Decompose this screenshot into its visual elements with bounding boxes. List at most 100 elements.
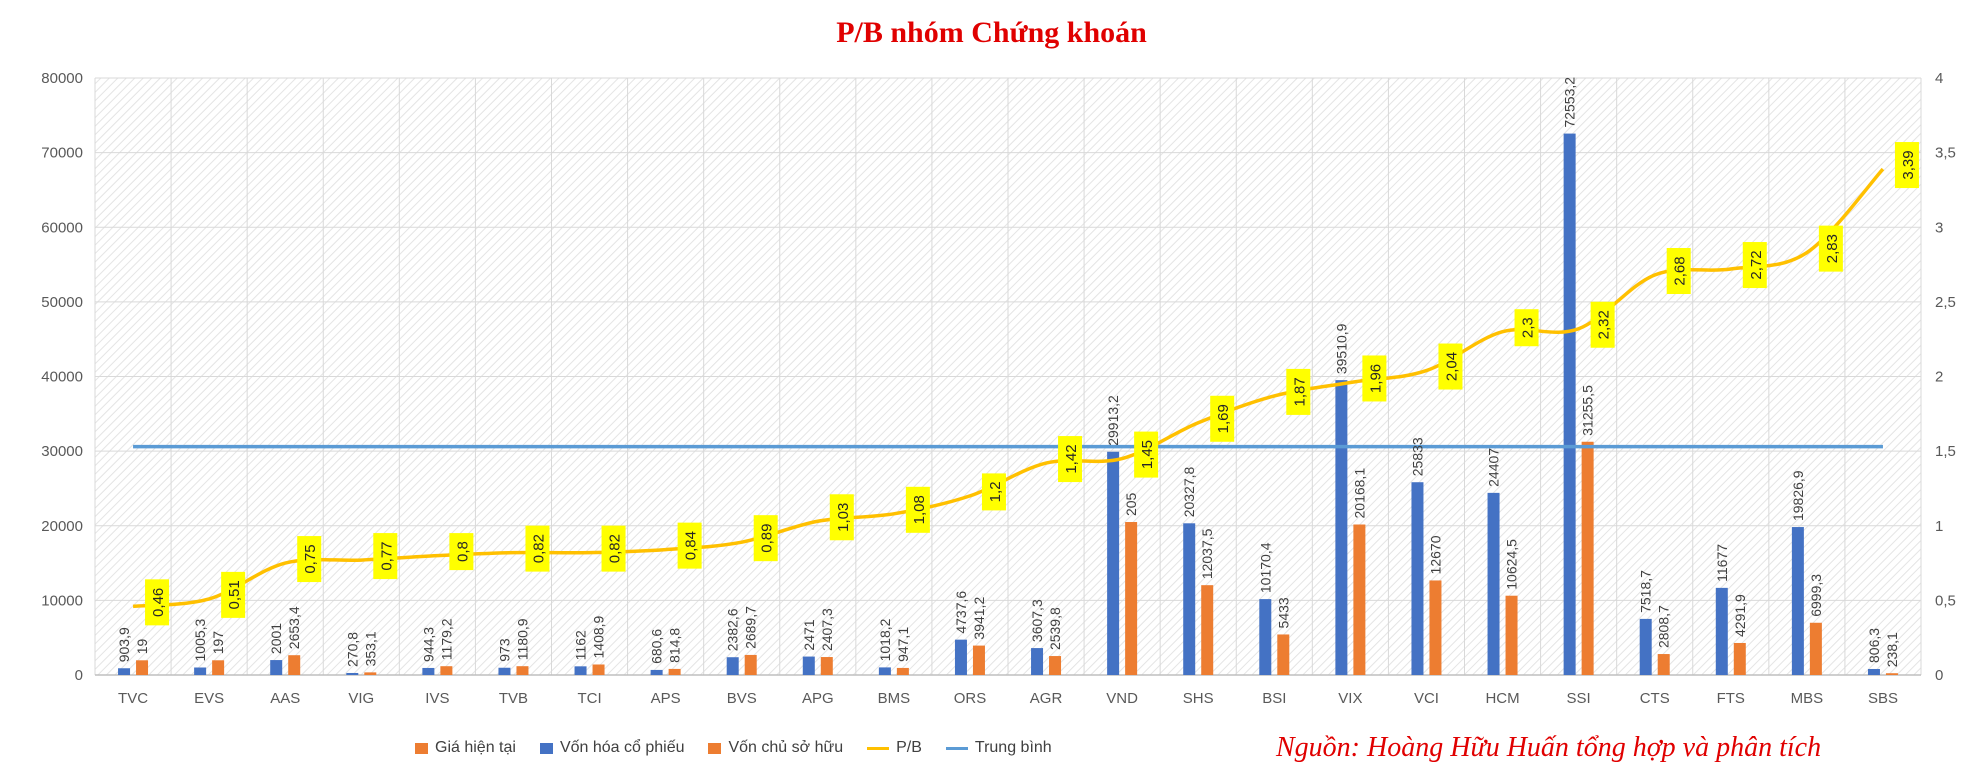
pb-label-box	[981, 473, 1006, 511]
pb-label-text: 0,46	[150, 588, 167, 617]
pb-data-label: 0,46	[145, 579, 170, 626]
bar-data-label: 20168,1	[1351, 468, 1367, 519]
bar-data-label: 10624,5	[1504, 539, 1520, 590]
bar	[1201, 585, 1214, 675]
bar	[288, 655, 301, 675]
pb-label-text: 2,68	[1672, 256, 1689, 285]
bar-data-label: 3607,3	[1029, 599, 1045, 642]
legend-swatch	[867, 746, 890, 750]
pb-label-text: 2,3	[1520, 317, 1537, 338]
bar	[1031, 648, 1044, 675]
bar	[972, 645, 985, 675]
bar	[592, 664, 605, 675]
pb-data-label: 1,2	[981, 473, 1006, 511]
bar-data-label: 903,9	[116, 627, 132, 662]
x-tick-label: VIG	[348, 690, 374, 707]
bar	[1411, 482, 1424, 675]
pb-label-box	[1134, 431, 1159, 478]
pb-label-box	[1818, 225, 1843, 272]
y-left-tick-label: 60000	[41, 219, 83, 236]
legend-label: Vốn chủ sở hữu	[728, 739, 844, 756]
bar	[136, 660, 149, 675]
legend-item-gia-hien-tai: Giá hiện tại	[415, 739, 516, 757]
bar-data-label: 680,6	[649, 629, 665, 664]
pb-data-label: 0,82	[525, 525, 550, 572]
pb-label-box	[1590, 301, 1615, 348]
y-right-tick-label: 0	[1935, 667, 1943, 684]
legend-label: Trung bình	[974, 739, 1052, 756]
bar-data-label: 197	[210, 631, 226, 655]
bar-data-label: 19826,9	[1790, 470, 1806, 521]
bar	[1107, 451, 1120, 675]
bar-data-label: 39510,9	[1333, 323, 1349, 374]
bar	[1563, 133, 1576, 675]
x-tick-label: AGR	[1030, 690, 1063, 707]
legend-item-von-hoa: Vốn hóa cổ phiếu	[539, 739, 684, 757]
x-tick-label: AAS	[270, 690, 300, 707]
bar-data-label: 2382,6	[725, 608, 741, 651]
x-tick-label: CTS	[1640, 690, 1670, 707]
bar	[1885, 673, 1898, 675]
bar-data-label: 2689,7	[743, 606, 759, 649]
bar-data-label: 6999,3	[1808, 574, 1824, 617]
y-right-tick-label: 2,5	[1935, 294, 1956, 311]
pb-label-box	[373, 533, 398, 580]
pb-label-box	[829, 494, 854, 541]
bar-data-label: 1180,9	[514, 618, 530, 660]
pb-label-box	[1286, 368, 1311, 415]
bar	[1581, 441, 1594, 675]
legend-swatch	[415, 742, 428, 754]
pb-data-label: 2,3	[1514, 309, 1539, 347]
x-tick-label: ORS	[954, 690, 987, 707]
pb-data-label: 0,84	[677, 522, 702, 569]
y-left-tick-label: 70000	[41, 145, 83, 162]
pb-data-label: 1,69	[1210, 395, 1235, 442]
bar-data-label: 973	[496, 638, 512, 662]
bar	[744, 654, 757, 675]
x-tick-label: FTS	[1717, 690, 1745, 707]
bar	[1335, 380, 1348, 675]
x-tick-label: APG	[802, 690, 834, 707]
bar	[650, 669, 663, 675]
pb-label-text: 0,89	[759, 524, 776, 553]
bar	[820, 657, 833, 675]
pb-label-box	[449, 533, 474, 571]
pb-label-box	[601, 525, 626, 572]
y-right-tick-label: 4	[1935, 70, 1943, 87]
pb-label-text: 2,72	[1748, 250, 1765, 279]
pb-label-text: 0,75	[302, 544, 319, 573]
bar	[1657, 654, 1670, 675]
bar-data-label: 72553,2	[1562, 77, 1578, 128]
pb-label-box	[905, 486, 930, 533]
x-tick-label: BVS	[727, 690, 757, 707]
pb-data-label: 0,51	[221, 571, 246, 618]
legend-swatch	[945, 746, 968, 750]
bar	[1183, 523, 1196, 675]
pb-label-box	[1666, 248, 1691, 295]
x-tick-label: BSI	[1262, 690, 1286, 707]
y-right-tick-label: 1	[1935, 518, 1943, 535]
bars	[118, 133, 1898, 675]
x-tick-label: APS	[651, 690, 681, 707]
bar	[1259, 599, 1272, 675]
y-right-tick-label: 3,5	[1935, 145, 1956, 162]
legend-item-von-chu-so-huu: Vốn chủ sở hữu	[708, 739, 843, 757]
pb-label-text: 1,96	[1367, 364, 1384, 393]
bar-data-label: 2471	[801, 619, 817, 650]
bar	[118, 668, 131, 675]
bar	[1733, 642, 1746, 675]
bar-data-label: 19	[134, 639, 150, 655]
bar	[364, 672, 377, 675]
pb-label-text: 1,42	[1063, 444, 1080, 473]
bar	[1487, 492, 1500, 675]
bar	[878, 667, 891, 675]
legend-swatch	[708, 742, 722, 754]
pb-label-box	[1742, 242, 1767, 289]
x-tick-label: BMS	[878, 690, 911, 707]
y-right-tick-label: 2	[1935, 369, 1943, 386]
x-tick-label: EVS	[194, 690, 224, 707]
y-left-tick-label: 0	[75, 667, 83, 684]
pb-label-box	[1058, 436, 1083, 483]
pb-data-label: 0,89	[753, 515, 778, 562]
legend-item-trung-binh: Trung bình	[945, 739, 1052, 757]
